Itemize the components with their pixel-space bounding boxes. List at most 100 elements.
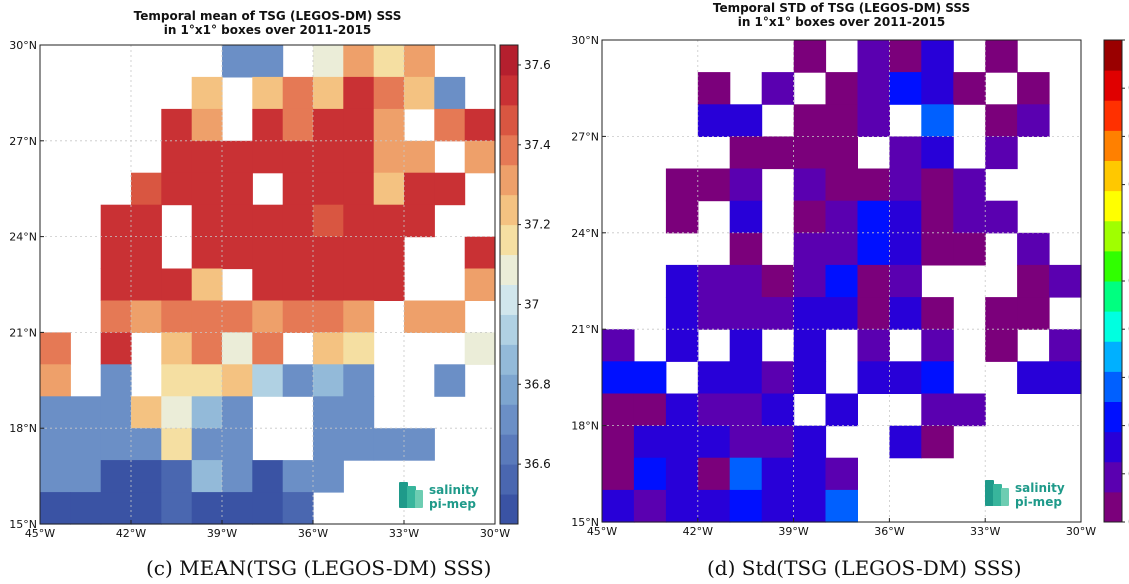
heatmap-cell	[697, 168, 731, 202]
heatmap-cell	[921, 200, 954, 234]
heatmap-cell	[1017, 232, 1050, 266]
x-tick-label: 45°W	[587, 525, 617, 538]
heatmap-cell	[697, 425, 731, 459]
colorbar: 37.6 37.4 37.2 37 36.8 36.6	[499, 44, 551, 525]
heatmap-cell	[313, 364, 344, 397]
heatmap-cell	[633, 425, 667, 459]
colorbar-segment	[500, 74, 518, 106]
heatmap-cell	[222, 300, 253, 333]
heatmap-cell	[100, 300, 132, 333]
heatmap-cell	[252, 236, 284, 270]
heatmap-cell	[729, 489, 763, 523]
heatmap-cell	[161, 140, 193, 174]
heatmap-cell	[191, 236, 223, 270]
logo-text: pi-mep	[429, 497, 476, 511]
x-tick-label: 30°W	[1066, 525, 1096, 538]
heatmap-cell	[404, 204, 435, 238]
heatmap-cell	[313, 300, 344, 333]
heatmap-cell	[825, 232, 858, 266]
heatmap-cell	[252, 108, 284, 142]
heatmap-cell	[665, 425, 699, 459]
heatmap-cell	[665, 457, 699, 491]
heatmap-cell	[282, 492, 314, 525]
heatmap-cell	[282, 204, 314, 238]
heatmap-cell	[729, 264, 763, 298]
heatmap-cell	[222, 172, 253, 206]
heatmap-cell	[697, 489, 731, 523]
heatmap-cell	[313, 460, 344, 493]
heatmap-cell	[729, 457, 763, 491]
y-tick-label: 24°N	[571, 227, 599, 240]
colorbar-segment	[1104, 100, 1122, 131]
heatmap-cell	[729, 297, 763, 330]
heatmap-cell	[985, 200, 1018, 234]
heatmap-cell	[161, 460, 193, 493]
heatmap-cell	[161, 428, 193, 461]
heatmap-cell	[464, 236, 496, 270]
x-tick-label: 39°W	[207, 527, 237, 540]
heatmap-cell	[953, 168, 986, 202]
heatmap-cell	[100, 236, 132, 270]
heatmap-cell	[131, 172, 162, 206]
heatmap-cell	[161, 332, 193, 365]
heatmap-cell	[1017, 361, 1050, 394]
heatmap-cell	[222, 332, 253, 365]
colorbar-segment	[1104, 431, 1122, 463]
heatmap-cell	[889, 232, 922, 266]
heatmap-cell	[282, 460, 314, 493]
heatmap-cell	[222, 428, 253, 461]
heatmap-cell	[985, 136, 1018, 170]
heatmap-cell	[602, 489, 635, 523]
colorbar-segment	[1104, 160, 1122, 192]
colorbar: 10.90.80.70.60.50.40.30.20.10	[1103, 33, 1129, 529]
heatmap-cell	[464, 268, 496, 301]
heatmap-cell	[191, 76, 223, 110]
heatmap-cell	[252, 460, 284, 493]
heatmap-cell	[793, 200, 827, 234]
heatmap-cell	[464, 332, 496, 365]
heatmap-cell	[1017, 72, 1050, 105]
heatmap-cell	[343, 76, 375, 110]
heatmap-cell	[434, 364, 466, 397]
heatmap-cell	[729, 425, 763, 459]
logo-mark	[415, 490, 423, 508]
heatmap-cell	[857, 329, 890, 362]
heatmap-cell	[953, 200, 986, 234]
heatmap-cell	[373, 268, 405, 301]
heatmap-cell	[665, 489, 699, 523]
heatmap-cell	[161, 396, 193, 429]
heatmap-cell	[665, 168, 699, 202]
heatmap-cell	[191, 268, 223, 301]
heatmap-cell	[100, 428, 132, 461]
heatmap-cell	[373, 172, 405, 206]
heatmap-cell	[131, 300, 162, 333]
heatmap-cell	[191, 492, 223, 525]
heatmap-cell	[1049, 361, 1082, 394]
heatmap-cell	[161, 268, 193, 301]
heatmap-cell	[1017, 104, 1050, 137]
heatmap-cell	[889, 40, 922, 73]
y-tick-label: 24°N	[9, 231, 37, 244]
heatmap-cell	[761, 457, 795, 491]
heatmap-cell	[131, 428, 162, 461]
heatmap-cell	[40, 332, 71, 365]
std-panel: Temporal STD of TSG (LEGOS-DM) SSS in 1°x…	[564, 0, 1129, 584]
heatmap-cell	[404, 172, 435, 206]
heatmap-cell	[313, 172, 344, 206]
heatmap-cell	[222, 140, 253, 174]
logo-mark	[407, 486, 416, 508]
logo-mark	[993, 484, 1002, 506]
heatmap-cell	[857, 264, 890, 298]
heatmap-cell	[191, 108, 223, 142]
heatmap-cell	[191, 460, 223, 493]
heatmap-cell	[222, 204, 253, 238]
heatmap-cell	[857, 40, 890, 73]
heatmap-cell	[70, 396, 102, 429]
heatmap-cell	[857, 72, 890, 105]
heatmap-cell	[222, 236, 253, 270]
heatmap-cell	[793, 104, 827, 137]
heatmap-cell	[404, 45, 435, 78]
colorbar-tick-label: 37.6	[524, 58, 551, 72]
